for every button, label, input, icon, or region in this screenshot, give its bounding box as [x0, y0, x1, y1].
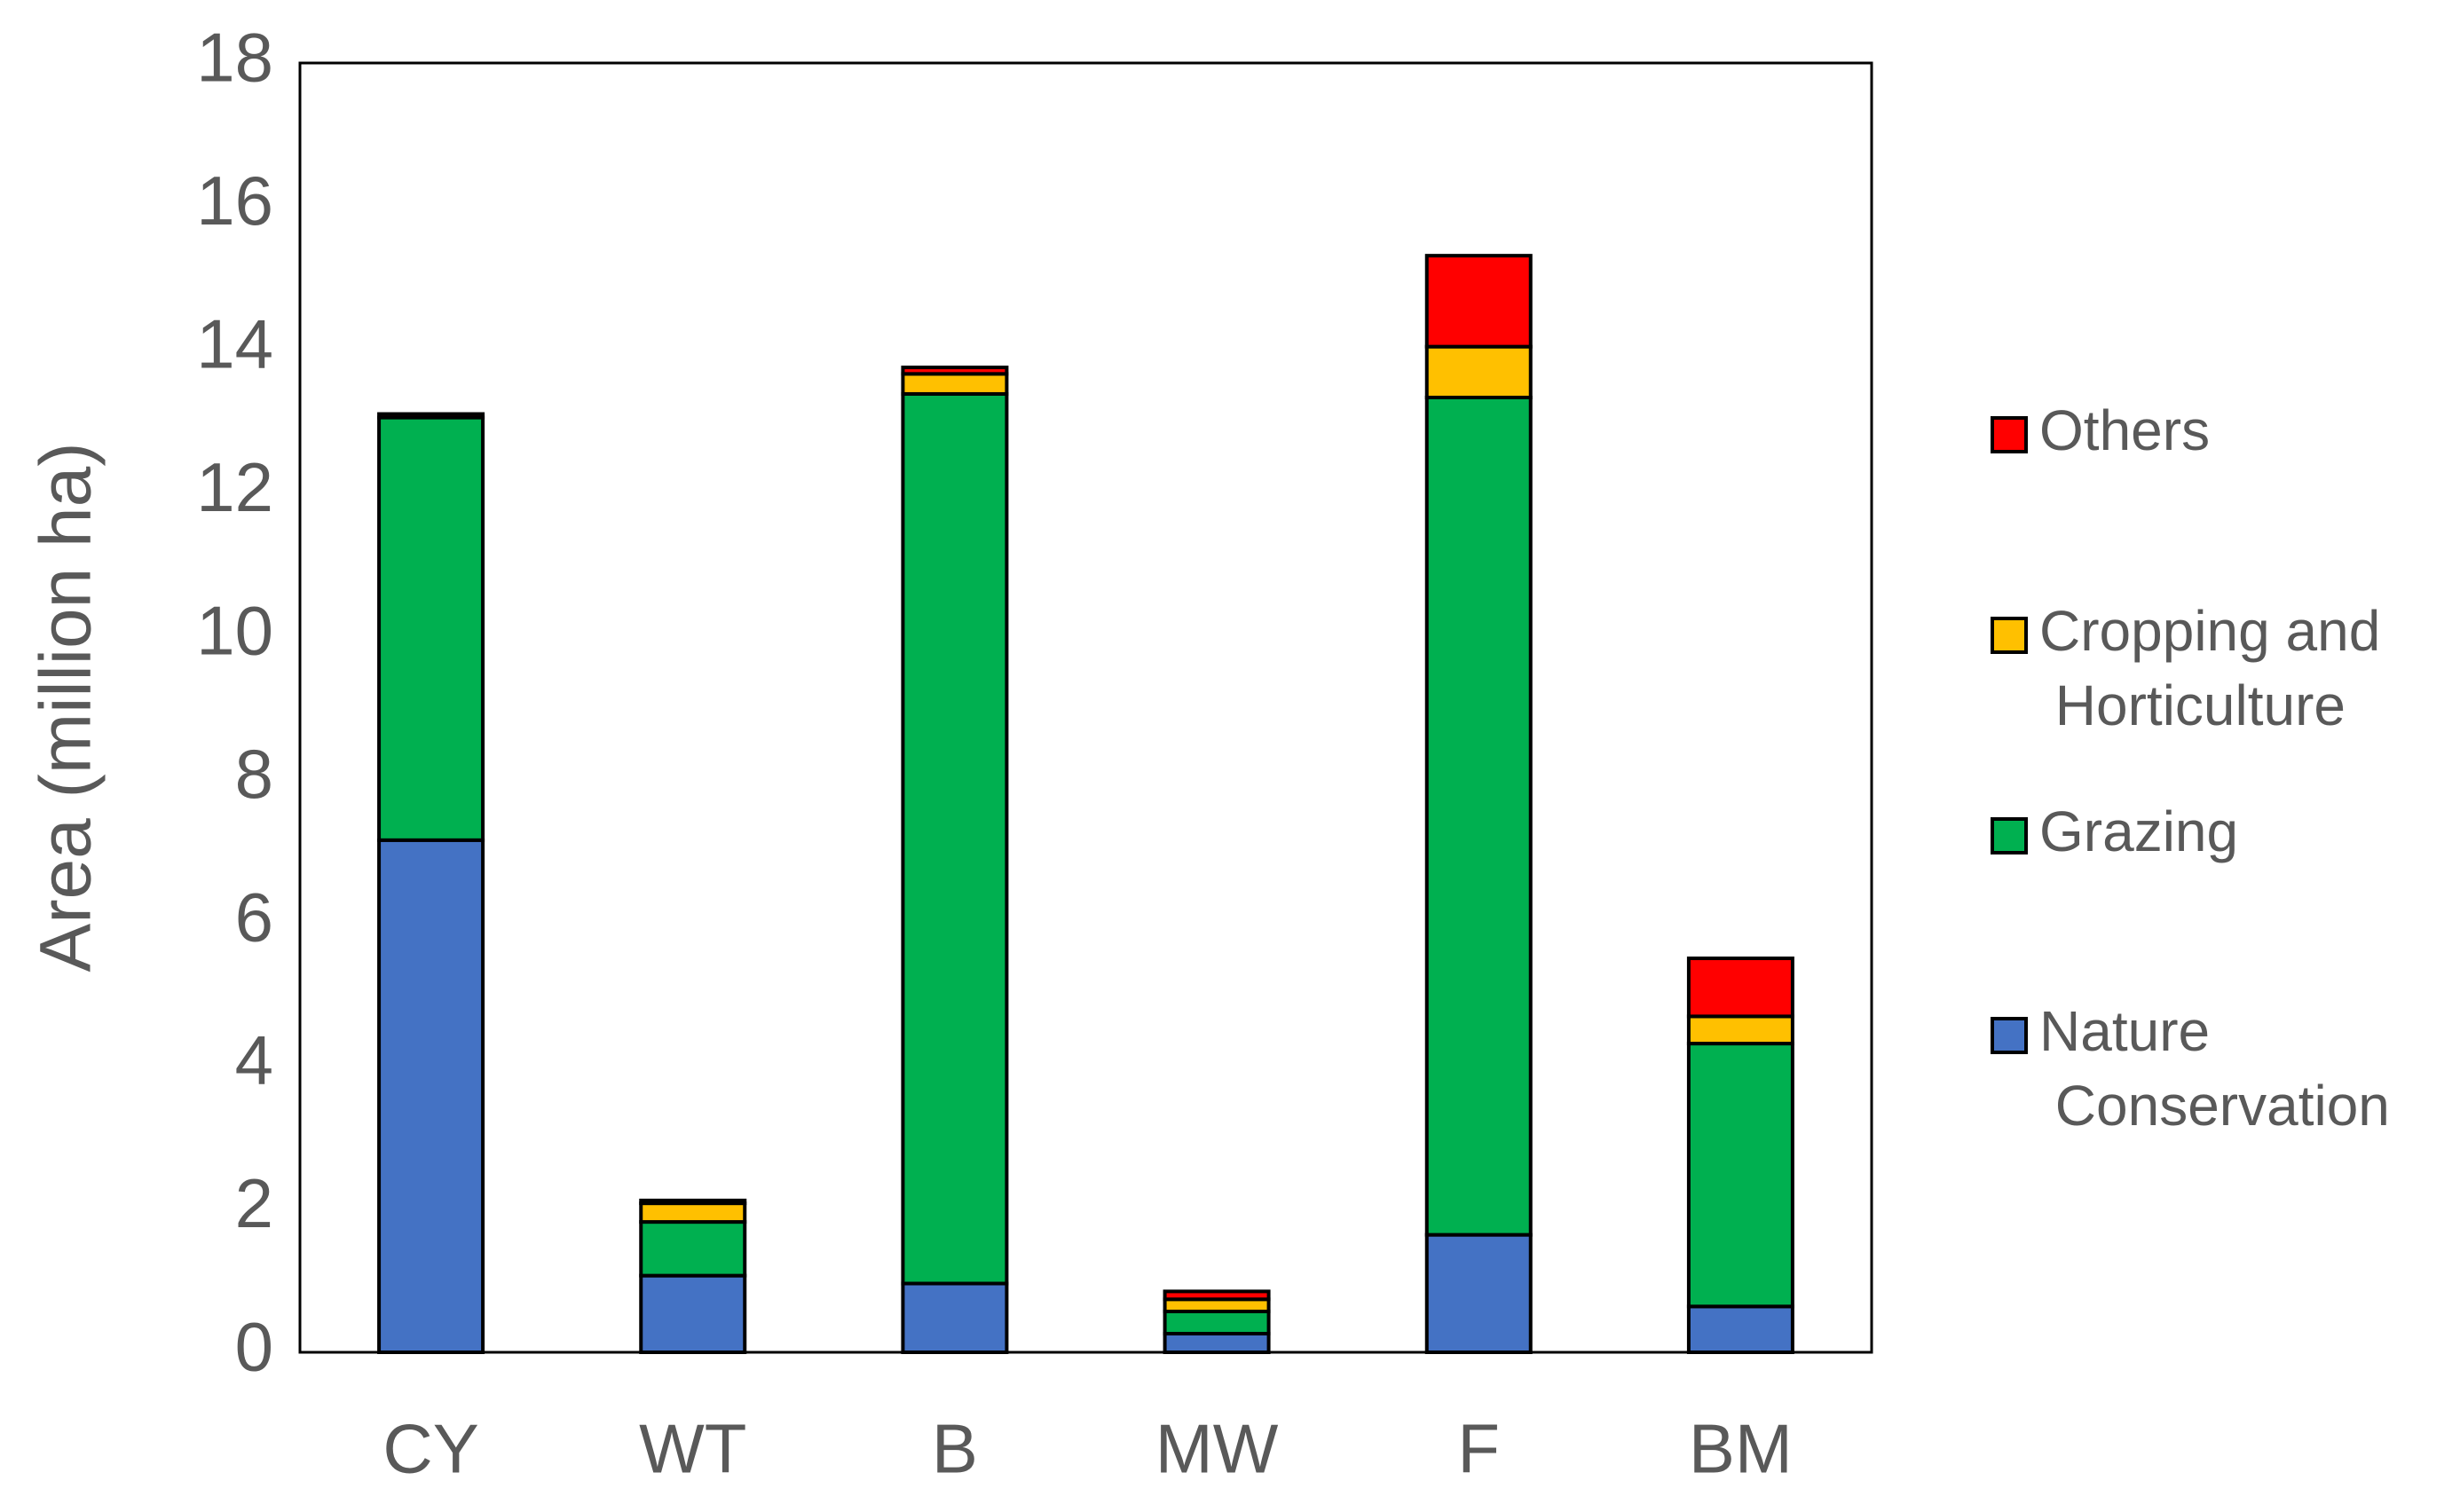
bar-segment [1424, 1232, 1533, 1355]
bar-segment [1686, 1014, 1794, 1046]
legend-label: Others [2039, 398, 2210, 462]
bar-segment [1163, 1297, 1271, 1313]
y-tick-label: 12 [196, 448, 273, 526]
legend-label: Grazing [2039, 799, 2238, 863]
legend-label: Cropping and Horticulture [2039, 599, 2380, 737]
x-tick-label: F [1457, 1410, 1500, 1488]
bar-segment [377, 415, 485, 842]
bar-segment [1686, 1304, 1794, 1354]
legend-swatch [1991, 1017, 2028, 1054]
y-tick-label: 6 [235, 878, 273, 956]
legend-swatch [1991, 817, 2028, 854]
x-tick-label: BM [1689, 1410, 1793, 1488]
legend-swatch [1991, 416, 2028, 453]
bar-segment [901, 391, 1009, 1286]
bar-segment [1686, 1042, 1794, 1309]
y-tick-label: 10 [196, 591, 273, 669]
x-tick-label: CY [382, 1410, 478, 1488]
y-tick-label: 4 [235, 1021, 273, 1099]
x-tick-label: MW [1155, 1410, 1279, 1488]
bar-segment [639, 1201, 747, 1225]
bar-segment [639, 1220, 747, 1278]
bar-segment [1424, 254, 1533, 349]
bar-segment [639, 1198, 747, 1206]
bar-segment [1686, 957, 1794, 1019]
y-tick-label: 2 [235, 1164, 273, 1242]
bar-segment [901, 1281, 1009, 1355]
bar-segment [377, 838, 485, 1354]
bar-segment [377, 412, 485, 420]
bar-segment [1424, 344, 1533, 399]
legend-label: Nature Conservation [2039, 999, 2390, 1138]
y-tick-label: 18 [196, 19, 273, 97]
bar-segment [1163, 1332, 1271, 1354]
y-tick-label: 0 [235, 1308, 273, 1386]
bar-segment [1163, 1309, 1271, 1336]
x-tick-label: WT [639, 1410, 746, 1488]
plot-frame [298, 61, 1873, 1354]
y-tick-label: 8 [235, 735, 273, 813]
y-tick-label: 16 [196, 161, 273, 240]
bar-segment [901, 366, 1009, 376]
bar-segment [901, 372, 1009, 396]
legend-swatch [1991, 617, 2028, 654]
x-tick-label: B [932, 1410, 978, 1488]
bar-segment [1424, 395, 1533, 1237]
y-tick-label: 14 [196, 304, 273, 382]
bar-segment [639, 1273, 747, 1354]
bar-segment [1163, 1289, 1271, 1302]
y-axis-label: Area (million ha) [26, 443, 106, 973]
